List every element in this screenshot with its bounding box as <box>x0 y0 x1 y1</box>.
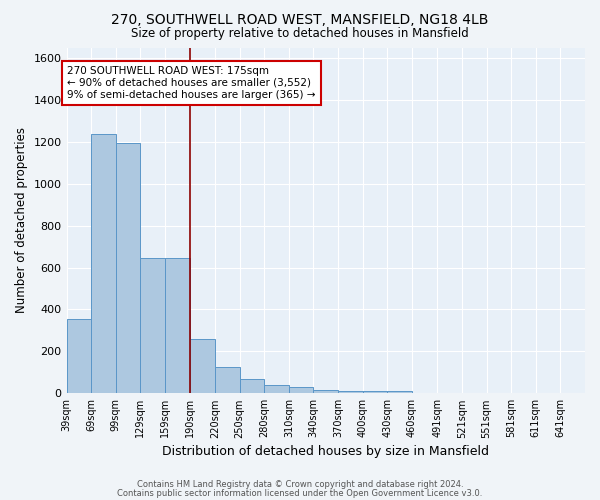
Text: 270, SOUTHWELL ROAD WEST, MANSFIELD, NG18 4LB: 270, SOUTHWELL ROAD WEST, MANSFIELD, NG1… <box>112 12 488 26</box>
Bar <box>165 258 190 394</box>
Text: 270 SOUTHWELL ROAD WEST: 175sqm
← 90% of detached houses are smaller (3,552)
9% : 270 SOUTHWELL ROAD WEST: 175sqm ← 90% of… <box>67 66 316 100</box>
Bar <box>338 391 362 394</box>
Bar <box>140 258 165 394</box>
Bar <box>190 339 215 394</box>
Bar <box>239 378 264 394</box>
Bar <box>264 386 289 394</box>
Bar <box>289 388 313 394</box>
Bar <box>91 134 116 394</box>
Y-axis label: Number of detached properties: Number of detached properties <box>15 128 28 314</box>
Text: Size of property relative to detached houses in Mansfield: Size of property relative to detached ho… <box>131 28 469 40</box>
Text: Contains HM Land Registry data © Crown copyright and database right 2024.: Contains HM Land Registry data © Crown c… <box>137 480 463 489</box>
Bar <box>116 143 140 394</box>
Text: Contains public sector information licensed under the Open Government Licence v3: Contains public sector information licen… <box>118 489 482 498</box>
Bar <box>362 391 387 394</box>
Bar <box>215 367 239 394</box>
Bar <box>387 391 412 394</box>
X-axis label: Distribution of detached houses by size in Mansfield: Distribution of detached houses by size … <box>162 444 489 458</box>
Bar <box>313 390 338 394</box>
Bar <box>67 319 91 394</box>
